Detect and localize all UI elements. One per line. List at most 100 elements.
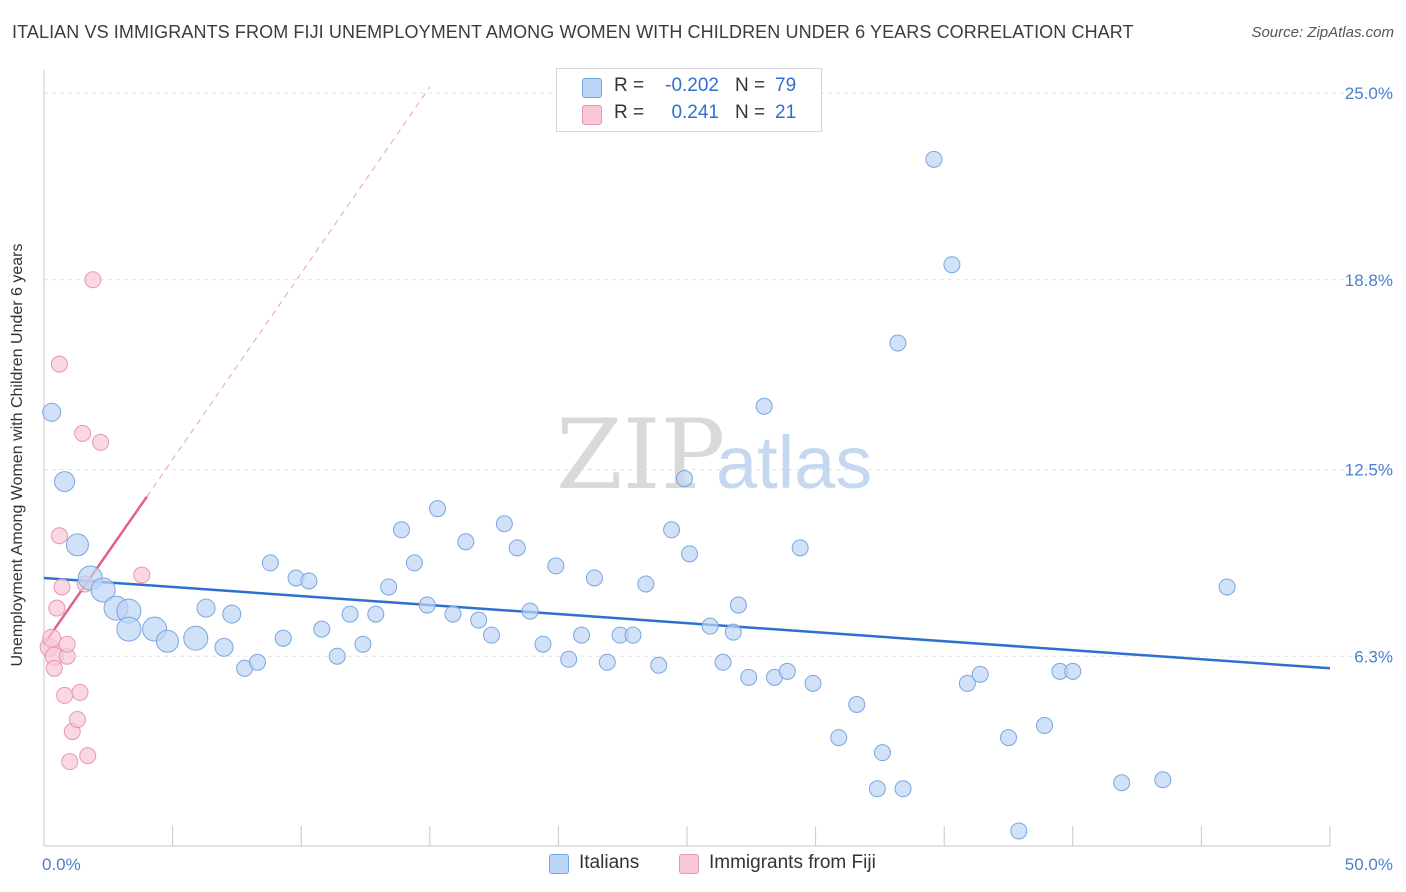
- italians-point: [261, 554, 279, 572]
- fiji-point: [53, 578, 71, 596]
- r-value: 0.241: [671, 102, 719, 123]
- y-tick-label: 25.0%: [1345, 84, 1393, 103]
- x-tick-label: 50.0%: [1345, 855, 1393, 874]
- italians-point: [675, 470, 693, 488]
- italians-point: [183, 625, 209, 651]
- italians-point: [681, 545, 699, 563]
- italians-point: [868, 780, 886, 798]
- axes: [43, 70, 1331, 847]
- italians-point: [637, 575, 655, 593]
- fiji-point: [92, 433, 110, 451]
- legend-row-italians: R = -0.202 N = 79: [557, 75, 821, 101]
- n-value: 21: [775, 102, 797, 123]
- italians-point: [457, 533, 475, 551]
- italians-point: [483, 626, 501, 644]
- gridlines: [44, 92, 1394, 657]
- source-label: Source: ZipAtlas.com: [1251, 24, 1394, 41]
- x-tick-labels: 0.0% 50.0%: [42, 855, 1393, 874]
- italians-point: [495, 515, 513, 533]
- italians-point: [521, 602, 539, 620]
- italians-point: [65, 533, 89, 557]
- fiji-point: [50, 355, 68, 373]
- italians-swatch: [549, 854, 569, 874]
- italians-point: [804, 674, 822, 692]
- italians-point: [971, 665, 989, 683]
- italians-point: [573, 626, 591, 644]
- fiji-point: [74, 424, 92, 442]
- correlation-legend: R = -0.202 N = 79 R = 0.241 N = 21: [556, 68, 822, 132]
- italians-point: [367, 605, 385, 623]
- italians-point: [354, 635, 372, 653]
- n-label: N =: [735, 102, 766, 123]
- italians-point: [943, 256, 961, 274]
- italians-point: [1036, 717, 1054, 735]
- italians-point: [724, 623, 742, 641]
- italians-point: [740, 668, 758, 686]
- italians-point: [714, 653, 732, 671]
- italians-point: [405, 554, 423, 572]
- italians-point: [444, 605, 462, 623]
- italians-point: [214, 637, 234, 657]
- n-label: N =: [735, 75, 766, 96]
- fiji-point: [71, 683, 89, 701]
- italians-trend-line: [43, 576, 1331, 670]
- italians-point: [222, 604, 242, 624]
- y-tick-label: 12.5%: [1345, 461, 1393, 480]
- fiji-point: [61, 753, 79, 771]
- italians-point: [1113, 774, 1131, 792]
- italians-trend: [43, 576, 1331, 670]
- italians-point: [116, 616, 142, 642]
- watermark-atlas: atlas: [716, 421, 872, 504]
- fiji-point: [84, 271, 102, 289]
- r-label: R =: [614, 75, 645, 96]
- chart-title: ITALIAN VS IMMIGRANTS FROM FIJI UNEMPLOY…: [12, 22, 1134, 42]
- legend-label-italians: Italians: [579, 852, 640, 873]
- x-tick-label: 0.0%: [42, 855, 81, 874]
- legend-label-fiji: Immigrants from Fiji: [709, 852, 876, 873]
- fiji-trend-extension: [146, 86, 431, 497]
- italians-point: [873, 744, 891, 762]
- italians-point: [1010, 822, 1028, 840]
- italians-point: [585, 569, 603, 587]
- italians-point: [889, 334, 907, 352]
- italians-point: [848, 695, 866, 713]
- y-tick-label: 18.8%: [1345, 271, 1393, 290]
- fiji-swatch: [679, 854, 699, 874]
- italians-point: [54, 471, 76, 493]
- italians-point: [547, 557, 565, 575]
- r-value: -0.202: [665, 75, 719, 96]
- y-tick-label: 6.3%: [1354, 647, 1393, 666]
- italians-point: [663, 521, 681, 539]
- italians-point: [508, 539, 526, 557]
- italians-point: [791, 539, 809, 557]
- italians-point: [393, 521, 411, 539]
- italians-point: [560, 650, 578, 668]
- italians-point: [380, 578, 398, 596]
- italians-point: [729, 596, 747, 614]
- fiji-points: [39, 271, 151, 771]
- fiji-point: [48, 599, 66, 617]
- italians-point: [1154, 771, 1172, 789]
- italians-point: [624, 626, 642, 644]
- italians-point: [1000, 729, 1017, 747]
- italians-point: [830, 729, 848, 747]
- italians-point: [925, 150, 943, 168]
- italians-point: [429, 500, 447, 518]
- italians-point: [470, 611, 488, 629]
- italians-point: [650, 656, 668, 674]
- italians-swatch: [582, 78, 602, 98]
- italians-point: [598, 653, 616, 671]
- legend-row-fiji: R = 0.241 N = 21: [557, 102, 821, 128]
- y-axis-label: Unemployment Among Women with Children U…: [9, 243, 26, 667]
- italians-point: [341, 605, 359, 623]
- fiji-point: [56, 686, 74, 704]
- italians-point: [1218, 578, 1236, 596]
- fiji-point: [58, 635, 76, 653]
- fiji-point: [45, 659, 63, 677]
- watermark: ZIP atlas: [556, 399, 872, 511]
- y-tick-labels: 6.3% 12.5% 18.8% 25.0%: [1345, 84, 1393, 666]
- italians-point: [1064, 662, 1082, 680]
- fiji-point: [133, 566, 151, 584]
- italians-point: [42, 402, 62, 422]
